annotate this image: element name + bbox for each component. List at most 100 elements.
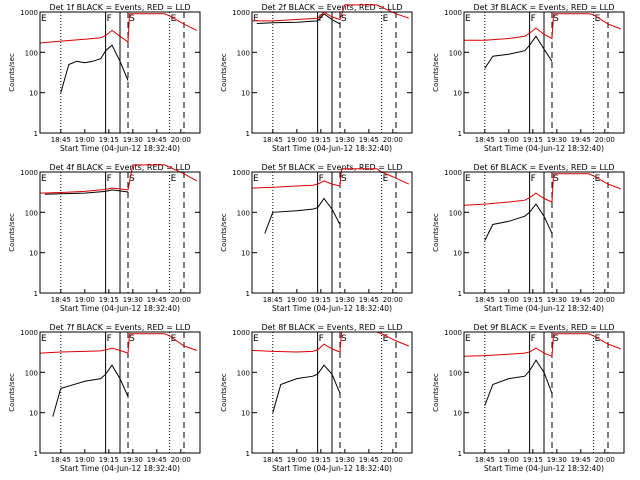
x-axis-label: Start Time (04-Jun-12 18:32:40) <box>272 464 392 473</box>
x-tick-label: 19:45 <box>147 296 167 304</box>
x-tick-label: 19:15 <box>523 296 543 304</box>
y-tick-label: 10 <box>453 410 462 418</box>
marker-label: F <box>531 334 536 344</box>
x-tick-label: 18:45 <box>51 136 71 144</box>
x-tick-label: 19:15 <box>311 296 331 304</box>
x-tick-label: 18:45 <box>263 456 283 464</box>
x-tick-label: 19:00 <box>75 136 95 144</box>
y-tick-label: 10 <box>241 250 250 258</box>
x-tick-label: 19:45 <box>359 296 379 304</box>
y-tick-label: 100 <box>449 49 462 57</box>
x-tick-label: 20:00 <box>171 296 191 304</box>
marker-label: E <box>41 174 47 184</box>
marker-label: S <box>553 14 559 24</box>
y-axis-label: Counts/sec <box>432 53 440 92</box>
plot-frame <box>463 11 625 134</box>
marker-label: E <box>465 174 471 184</box>
x-tick-label: 19:45 <box>571 456 591 464</box>
plot-frame <box>39 171 201 294</box>
x-tick-label: 19:30 <box>123 136 143 144</box>
y-tick-label: 10 <box>29 250 38 258</box>
y-tick-label: 1000 <box>444 169 462 177</box>
chart-title: Det 8f BLACK = Events, RED = LLD <box>261 323 402 332</box>
marker-label: E <box>383 14 389 24</box>
y-tick-label: 10 <box>241 90 250 98</box>
x-axis-label: Start Time (04-Jun-12 18:32:40) <box>484 304 604 313</box>
marker-label: E <box>465 14 471 24</box>
marker-label: F <box>107 334 112 344</box>
x-tick-label: 19:15 <box>523 456 543 464</box>
y-tick-label: 1000 <box>444 9 462 17</box>
x-tick-label: 18:45 <box>51 456 71 464</box>
series-line-events <box>256 13 341 25</box>
x-tick-label: 20:00 <box>595 296 615 304</box>
chart-title: Det 7f BLACK = Events, RED = LLD <box>49 323 190 332</box>
y-tick-label: 10 <box>29 90 38 98</box>
y-tick-label: 100 <box>25 209 38 217</box>
y-tick-label: 10 <box>453 90 462 98</box>
marker-label: E <box>253 174 259 184</box>
x-tick-label: 18:45 <box>263 136 283 144</box>
x-tick-label: 18:45 <box>51 296 71 304</box>
y-tick-label: 1 <box>246 130 250 138</box>
marker-label: E <box>41 14 47 24</box>
x-tick-label: 19:30 <box>123 456 143 464</box>
x-tick-label: 19:15 <box>99 456 119 464</box>
plot-frame <box>251 331 413 454</box>
chart-title: Det 4f BLACK = Events, RED = LLD <box>49 163 190 172</box>
chart-title: Det 5f BLACK = Events, RED = LLD <box>261 163 402 172</box>
series-line-lld <box>39 333 197 354</box>
x-tick-label: 19:30 <box>547 136 567 144</box>
x-tick-label: 19:00 <box>499 136 519 144</box>
marker-label: E <box>595 334 601 344</box>
y-tick-label: 1 <box>246 290 250 298</box>
series-line-events <box>484 35 553 69</box>
x-tick-label: 19:00 <box>499 296 519 304</box>
y-tick-label: 10 <box>241 410 250 418</box>
marker-label: F <box>319 174 324 184</box>
marker-label: E <box>41 334 47 344</box>
y-tick-label: 100 <box>237 209 250 217</box>
series-line-events <box>484 359 553 406</box>
series-line-lld <box>39 164 198 194</box>
x-tick-label: 20:00 <box>171 136 191 144</box>
marker-label: S <box>341 14 347 24</box>
marker-label: S <box>341 334 347 344</box>
y-tick-label: 1000 <box>232 329 250 337</box>
x-tick-label: 19:15 <box>523 136 543 144</box>
chart-title: Det 3f BLACK = Events, RED = LLD <box>473 3 614 12</box>
series-line-lld <box>464 13 621 41</box>
marker-label: E <box>383 174 389 184</box>
marker-label: F <box>319 14 324 24</box>
x-tick-label: 19:00 <box>75 296 95 304</box>
x-axis-label: Start Time (04-Jun-12 18:32:40) <box>484 464 604 473</box>
y-tick-label: 100 <box>25 369 38 377</box>
x-axis-label: Start Time (04-Jun-12 18:32:40) <box>272 304 392 313</box>
y-tick-label: 1 <box>246 450 250 458</box>
plot-frame <box>251 171 413 294</box>
marker-label: F <box>107 174 112 184</box>
marker-label: E <box>253 334 259 344</box>
y-tick-label: 1000 <box>232 9 250 17</box>
y-axis-label: Counts/sec <box>220 373 228 412</box>
marker-label: S <box>129 14 135 24</box>
plot-frame <box>463 331 625 454</box>
y-tick-label: 100 <box>449 209 462 217</box>
x-tick-label: 19:00 <box>499 456 519 464</box>
y-tick-label: 100 <box>237 369 250 377</box>
series-line-events <box>44 189 129 195</box>
series-line-events <box>272 364 341 413</box>
x-tick-label: 20:00 <box>595 456 615 464</box>
y-tick-label: 10 <box>29 410 38 418</box>
plot-frame <box>251 11 413 134</box>
series-line-lld <box>252 4 409 22</box>
series-line-events <box>60 44 129 93</box>
y-tick-label: 1000 <box>20 9 38 17</box>
y-tick-label: 10 <box>453 250 462 258</box>
